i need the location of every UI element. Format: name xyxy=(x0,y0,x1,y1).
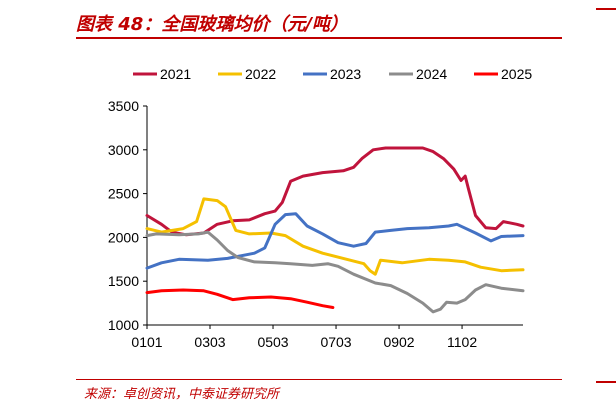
chart-title: 图表 48：全国玻璃均价（元/吨） xyxy=(76,14,348,35)
series-line-2023 xyxy=(145,212,525,270)
y-tick-label: 3000 xyxy=(108,142,139,158)
series-line-2021 xyxy=(145,146,525,237)
chart-legend: 2021 2022 2023 2024 2025 xyxy=(133,66,532,82)
x-tick-label: 0303 xyxy=(194,334,225,350)
y-tick-label: 2000 xyxy=(108,229,139,245)
x-tick-label: 0703 xyxy=(320,334,351,350)
y-tick-label: 1500 xyxy=(108,273,139,289)
legend-label-2021: 2021 xyxy=(160,66,191,82)
x-tick-label: 0902 xyxy=(383,334,414,350)
x-tick-label: 0503 xyxy=(257,334,288,350)
title-underline xyxy=(76,37,562,39)
y-tick-label: 3500 xyxy=(108,98,139,114)
chart-series xyxy=(145,146,525,314)
adjacent-panel-rule-top xyxy=(596,8,616,10)
series-line-2022 xyxy=(145,197,525,276)
footer-rule xyxy=(76,379,562,380)
x-tick-label: 0101 xyxy=(131,334,162,350)
series-line-2024 xyxy=(145,230,525,314)
chart-axes: 1000 1500 2000 2500 3000 3500 0101 0303 0503 0703… xyxy=(108,98,523,350)
adjacent-panel-rule-bottom xyxy=(596,381,616,383)
source-note: 来源：卓创资讯，中泰证券研究所 xyxy=(84,387,280,402)
x-tick-label: 1102 xyxy=(447,334,477,350)
legend-label-2022: 2022 xyxy=(245,66,276,82)
series-line-2025 xyxy=(145,288,335,309)
legend-label-2024: 2024 xyxy=(416,66,447,82)
price-line-chart: 2021 2022 2023 2024 2025 1000 1500 2000 2500 300… xyxy=(108,66,533,350)
y-tick-label: 2500 xyxy=(108,186,139,202)
legend-label-2025: 2025 xyxy=(501,66,532,82)
y-tick-label: 1000 xyxy=(108,317,139,333)
legend-label-2023: 2023 xyxy=(330,66,361,82)
